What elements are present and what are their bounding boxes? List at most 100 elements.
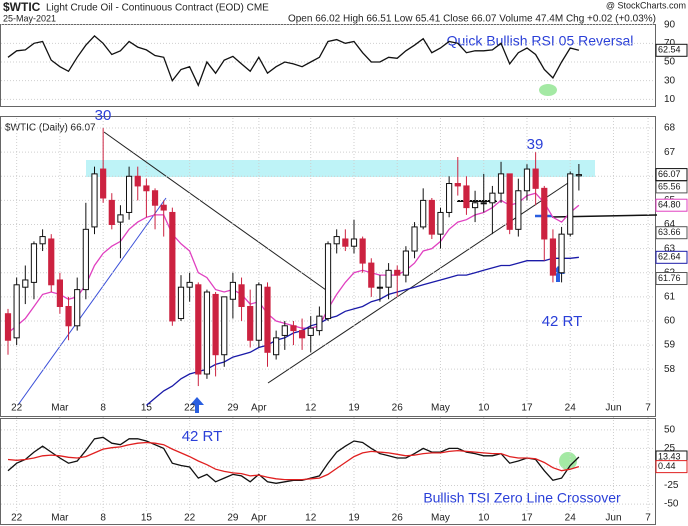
candle-body <box>160 204 167 211</box>
annotation: 42 RT <box>542 313 583 330</box>
candle-body <box>4 313 12 341</box>
candle-body <box>91 173 98 228</box>
candle-body <box>177 286 185 320</box>
x-tick-label: 12 <box>305 513 317 524</box>
candle-body <box>238 284 245 307</box>
value-tag-box <box>655 198 688 212</box>
x-tick-label: 15 <box>141 403 153 414</box>
date: 25-May-2021 <box>3 13 56 23</box>
x-tick-label: 22 <box>184 513 196 524</box>
candle-body <box>255 284 262 341</box>
x-tick-label: 12 <box>305 403 317 414</box>
value-tag: 61.76 <box>658 273 681 283</box>
annotation: 30 <box>95 107 112 124</box>
series-line <box>7 441 580 481</box>
x-tick-label: May <box>431 403 450 414</box>
y-tick-label: 67 <box>664 147 676 158</box>
candle-body <box>307 327 314 336</box>
trend-line <box>17 197 167 406</box>
candle-body <box>541 187 548 240</box>
x-tick-label: Apr <box>251 513 267 524</box>
candle-body <box>342 238 349 247</box>
y-tick-label: -50 <box>664 499 679 510</box>
candle-body <box>575 174 582 177</box>
candle-body <box>324 243 332 320</box>
candle-body <box>506 173 513 230</box>
y-tick-label: 90 <box>664 19 676 30</box>
candle-body <box>65 305 72 327</box>
value-tag-box <box>655 460 688 474</box>
x-tick-label: 24 <box>565 403 577 414</box>
candle-body <box>56 279 63 307</box>
x-tick-label: Jun <box>605 403 621 414</box>
candle-body <box>489 192 496 204</box>
resistance-zone <box>86 160 595 177</box>
value-tag: 63.66 <box>658 227 681 237</box>
y-tick-label: 59 <box>664 340 676 351</box>
x-tick-label: 10 <box>478 403 490 414</box>
candle-body <box>437 211 444 235</box>
rsi-annotation: Quick Bullish RSI 05 Reversal <box>447 33 634 49</box>
x-tick-label: 22 <box>184 403 196 414</box>
candle-body <box>385 269 392 288</box>
y-tick-label: 63 <box>664 243 676 254</box>
y-tick-label: 30 <box>664 75 676 86</box>
symbol: $WTIC <box>3 0 41 14</box>
x-tick-label: 15 <box>141 513 153 524</box>
candle-body <box>151 190 159 206</box>
candle-body <box>359 238 366 264</box>
series-line <box>145 256 579 406</box>
candle-body <box>350 238 358 247</box>
x-tick-label: 26 <box>392 403 404 414</box>
y-tick-label: 60 <box>664 316 676 327</box>
y-tick-label: 25 <box>664 443 676 454</box>
y-tick-label: 50 <box>664 57 676 68</box>
x-tick-label: 22 <box>11 513 23 524</box>
x-tick-label: 26 <box>392 513 404 524</box>
candle-body <box>497 173 505 194</box>
x-tick-label: 29 <box>227 513 239 524</box>
candle-body <box>186 281 193 288</box>
candle-body <box>428 199 435 235</box>
y-tick-label: 68 <box>664 123 676 134</box>
candle-body <box>298 330 306 339</box>
candle-body <box>454 183 461 187</box>
quote: Open 66.02 High 66.51 Low 65.41 Close 66… <box>288 14 656 25</box>
candle-body <box>48 238 55 286</box>
y-tick-label: 10 <box>664 94 676 105</box>
candle-body <box>549 238 557 276</box>
candle-body <box>125 175 133 213</box>
candle-body <box>515 190 522 230</box>
annotation: Bullish TSI Zero Line Crossover <box>423 490 621 506</box>
x-tick-label: 8 <box>100 513 106 524</box>
candle-body <box>30 243 38 283</box>
candle-body <box>13 284 20 339</box>
value-tag: 0.44 <box>658 461 676 471</box>
candle-body <box>471 202 479 209</box>
candle-body <box>281 325 288 336</box>
value-tag: 64.80 <box>658 200 681 210</box>
candle-body <box>446 183 453 213</box>
y-tick-label: 50 <box>664 424 676 435</box>
value-tag-box <box>655 250 688 264</box>
x-tick-label: 19 <box>348 513 360 524</box>
candle-body <box>117 214 124 223</box>
candle-body <box>134 175 141 187</box>
candle-body <box>108 199 115 226</box>
x-tick-label: 24 <box>565 513 577 524</box>
candle-body <box>169 211 176 322</box>
candle-body <box>290 325 297 332</box>
x-tick-label: 10 <box>478 513 490 524</box>
y-tick-label: 70 <box>664 38 676 49</box>
candle-body <box>376 286 384 289</box>
candle-body <box>523 168 531 192</box>
candle-body <box>316 315 323 332</box>
candle-body <box>368 262 375 288</box>
annotation: 39 <box>527 136 544 153</box>
candle-body <box>195 284 202 375</box>
x-tick-label: 17 <box>521 403 533 414</box>
price-panel <box>0 116 656 417</box>
